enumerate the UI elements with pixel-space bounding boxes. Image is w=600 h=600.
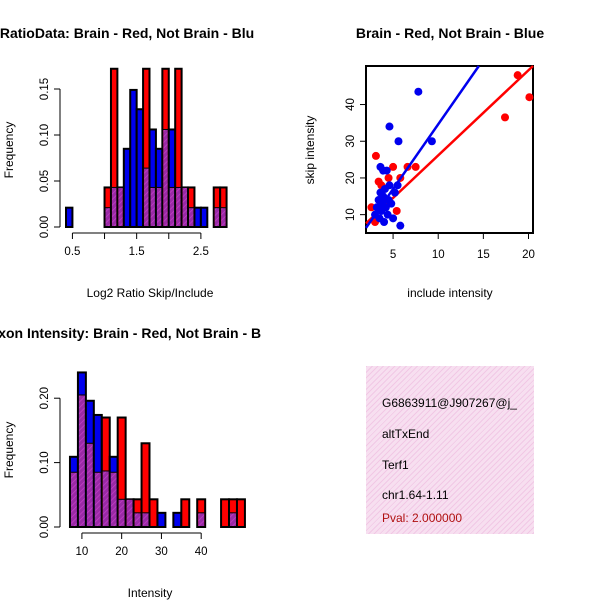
ratio-histogram-xlabel: Log2 Ratio Skip/Include: [87, 286, 214, 300]
genomic-location: chr1.64-1.11: [382, 488, 449, 502]
gene-name: Terf1: [382, 458, 409, 472]
point-not-brain: [380, 217, 389, 226]
p-value: Pval: 2.000000: [382, 511, 463, 525]
x-tick-label: 10: [76, 546, 89, 558]
scatter-xlabel: include intensity: [407, 286, 492, 300]
point-brain: [384, 173, 393, 182]
x-tick-label: 0.5: [64, 246, 80, 258]
exon-intensity-histogram: Exon Intensity: Brain - Red, Not Brain -…: [0, 325, 261, 600]
point-not-brain: [387, 199, 396, 208]
bar-brain: [109, 67, 119, 229]
fit-line-brain: [365, 65, 534, 225]
x-tick-label: 20: [522, 249, 535, 261]
bar-brain: [180, 498, 191, 529]
bar-brain: [116, 416, 127, 528]
bar-overlap: [118, 187, 123, 226]
scatter-ylabel: skip intensity: [303, 116, 317, 185]
point-brain: [392, 206, 401, 215]
bar-overlap: [86, 443, 93, 526]
y-tick-label: 0.20: [39, 387, 51, 409]
point-brain: [411, 162, 420, 171]
point-not-brain: [389, 214, 398, 223]
x-tick-label: 15: [477, 249, 490, 261]
scatter-title: Brain - Red, Not Brain - Blue: [356, 25, 544, 41]
x-tick-label: 5: [390, 249, 396, 261]
bar-not-brain: [65, 206, 74, 228]
x-tick-label: 20: [115, 546, 128, 558]
bar-overlap: [118, 499, 125, 526]
ratio-histogram: RatioData: Brain - Red, Not Brain - Blu …: [0, 25, 254, 300]
y-tick-label: 20: [345, 172, 357, 185]
bar-overlap: [150, 187, 155, 226]
x-tick-label: 2.5: [193, 246, 209, 258]
ratio-histogram-title: RatioData: Brain - Red, Not Brain - Blu: [0, 25, 254, 41]
bar-overlap: [169, 187, 175, 226]
bar-overlap: [144, 168, 149, 226]
x-tick-label: 40: [195, 546, 208, 558]
point-brain: [389, 162, 398, 171]
intensity-scatter: Brain - Red, Not Brain - Blue include in…: [303, 25, 544, 300]
ratio-histogram-ylabel: Frequency: [2, 122, 16, 179]
event-id: G6863911@J907267@j_: [382, 396, 517, 410]
bar-overlap: [176, 187, 181, 226]
y-tick-label: 30: [345, 135, 357, 148]
point-not-brain: [394, 137, 403, 146]
bar-overlap: [156, 187, 162, 226]
bar-overlap: [221, 207, 226, 226]
bar-overlap: [230, 512, 236, 526]
event-info-box: G6863911@J907267@j_ altTxEnd Terf1 chr1.…: [366, 366, 534, 534]
bar-overlap: [111, 187, 117, 226]
x-tick-label: 10: [432, 249, 445, 261]
point-not-brain: [379, 166, 388, 175]
bar-brain: [174, 67, 183, 229]
scatter-frame: [365, 65, 534, 234]
bar-overlap: [78, 394, 85, 526]
bar-brain: [140, 442, 151, 528]
exon-histogram-title: Exon Intensity: Brain - Red, Not Brain -…: [0, 325, 261, 341]
point-brain: [501, 113, 510, 122]
bar-overlap: [110, 472, 117, 526]
point-not-brain: [427, 137, 436, 146]
bar-overlap: [163, 129, 168, 226]
bar-overlap: [214, 207, 220, 226]
bar-not-brain: [199, 206, 209, 228]
x-tick-label: 30: [155, 546, 168, 558]
bar-not-brain: [156, 511, 167, 528]
y-tick-label: 40: [345, 98, 357, 111]
x-tick-label: 1.5: [129, 246, 145, 258]
fit-line-not-brain: [364, 65, 480, 229]
bar-overlap: [198, 512, 205, 526]
bar-overlap: [134, 512, 141, 526]
y-tick-label: 0.00: [39, 516, 51, 538]
y-tick-label: 0.05: [39, 170, 51, 192]
bar-overlap: [70, 472, 77, 526]
bar-not-brain: [172, 511, 183, 528]
y-tick-label: 0.10: [39, 451, 51, 473]
bar-overlap: [102, 470, 109, 526]
y-tick-label: 0.15: [39, 78, 51, 100]
point-not-brain: [414, 87, 423, 96]
y-tick-label: 0.00: [39, 216, 51, 238]
event-type: altTxEnd: [382, 427, 430, 441]
bar-overlap: [142, 512, 149, 526]
bar-overlap: [94, 472, 101, 526]
bar-overlap: [182, 187, 188, 226]
point-brain: [371, 151, 380, 160]
point-not-brain: [385, 181, 394, 190]
bar-brain: [220, 498, 231, 529]
exon-histogram-ylabel: Frequency: [2, 422, 16, 479]
point-not-brain: [385, 122, 394, 131]
point-brain: [525, 93, 534, 102]
y-tick-label: 10: [345, 208, 357, 221]
bar-brain: [148, 498, 159, 529]
bar-brain: [235, 498, 246, 529]
bar-overlap: [126, 499, 133, 526]
y-tick-label: 0.10: [39, 124, 51, 146]
bar-overlap: [189, 207, 194, 226]
bar-overlap: [105, 207, 110, 226]
exon-histogram-xlabel: Intensity: [128, 586, 173, 600]
point-not-brain: [396, 221, 405, 230]
